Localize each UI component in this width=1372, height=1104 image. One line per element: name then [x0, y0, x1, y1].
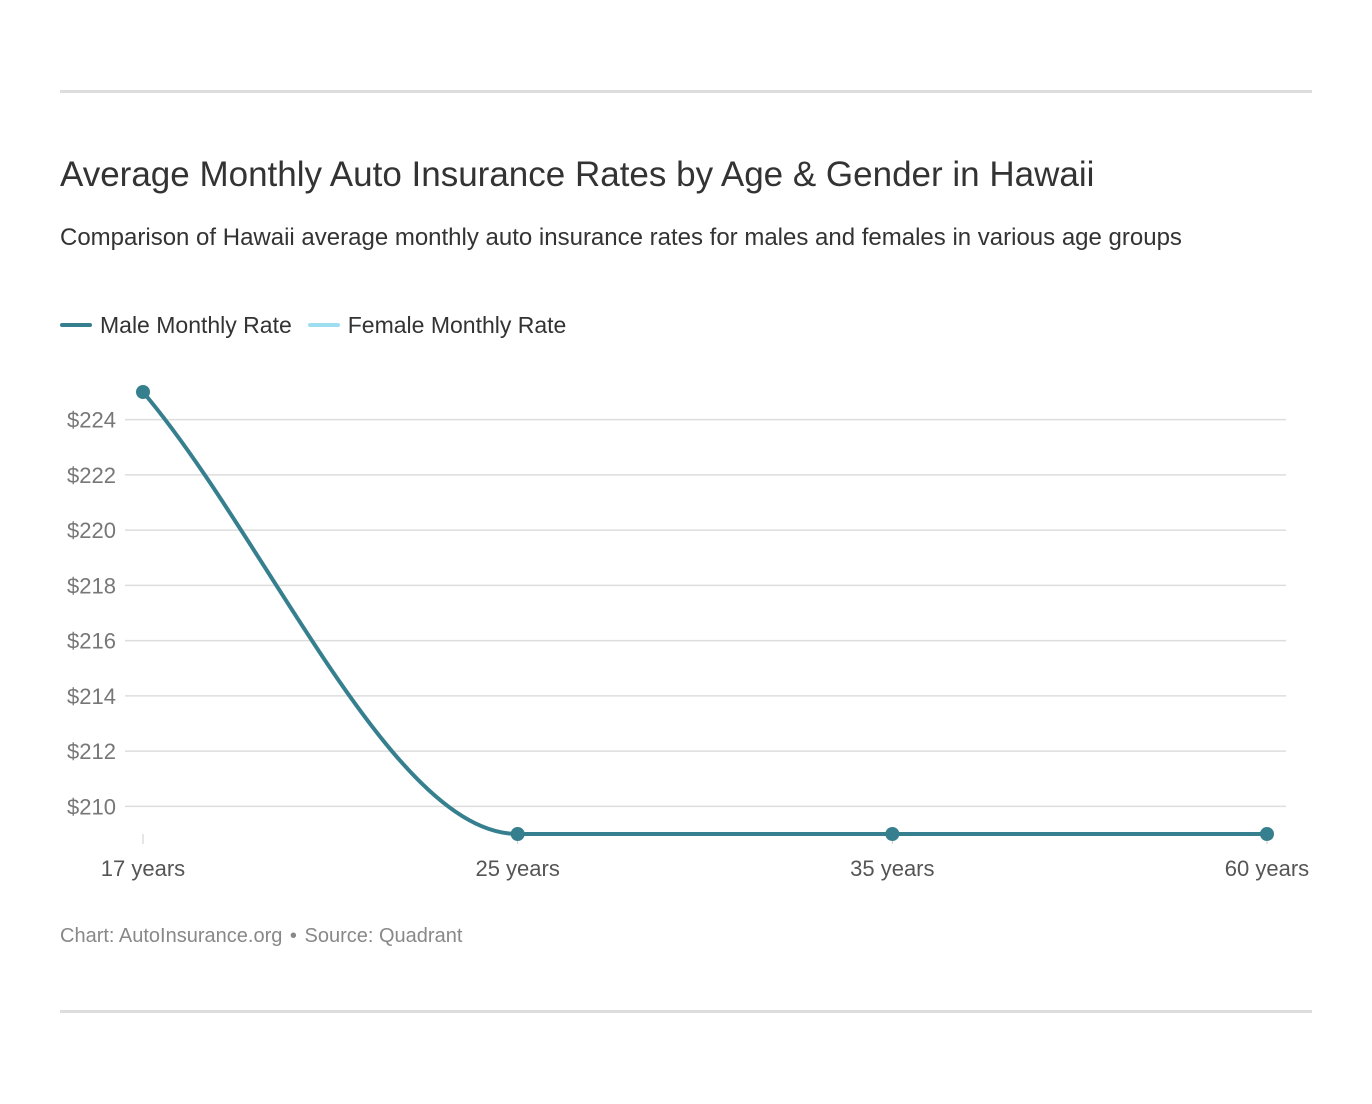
- legend-label-female: Female Monthly Rate: [347, 312, 567, 338]
- chart-credit: Chart: AutoInsurance.org: [60, 925, 283, 947]
- x-tick-label: 25 years: [475, 856, 559, 881]
- legend-label-male: Male Monthly Rate: [100, 312, 292, 338]
- data-point-male-monthly-rate: [136, 385, 150, 399]
- chart-legend: Male Monthly Rate Female Monthly Rate: [60, 311, 582, 339]
- top-divider: [60, 90, 1312, 93]
- y-tick-label: $222: [67, 463, 116, 488]
- legend-item-male[interactable]: Male Monthly Rate: [60, 311, 292, 339]
- x-tick-label: 60 years: [1225, 856, 1309, 881]
- y-tick-label: $224: [67, 408, 116, 433]
- bottom-divider: [60, 1010, 1312, 1013]
- legend-item-female[interactable]: Female Monthly Rate: [307, 311, 567, 339]
- y-tick-label: $216: [67, 629, 116, 654]
- line-chart: $210 $212 $214 $216 $218 $220 $222 $224 17 years…: [67, 385, 1309, 881]
- source-credit: Source: Quadrant: [304, 925, 463, 947]
- data-point-male-monthly-rate: [510, 827, 525, 841]
- y-tick-label: $210: [67, 794, 116, 819]
- y-tick-label: $212: [67, 739, 116, 764]
- y-tick-label: $214: [67, 684, 116, 709]
- chart-subtitle: Comparison of Hawaii average monthly aut…: [60, 224, 1182, 251]
- x-tick-label: 17 years: [101, 856, 185, 881]
- data-point-male-monthly-rate: [1260, 827, 1274, 841]
- chart-footer: Chart: AutoInsurance.org • Source: Quadr…: [60, 924, 462, 948]
- legend-swatch-male: [60, 323, 92, 327]
- series-line-male-monthly-rate: [141, 390, 1269, 837]
- legend-swatch-female: [307, 323, 340, 327]
- x-tick-label: 35 years: [850, 856, 934, 881]
- y-tick-label: $218: [67, 573, 116, 598]
- y-tick-label: $220: [67, 518, 116, 543]
- footer-separator: •: [289, 925, 297, 947]
- chart-title: Average Monthly Auto Insurance Rates by …: [60, 155, 1095, 194]
- data-point-male-monthly-rate: [885, 827, 900, 841]
